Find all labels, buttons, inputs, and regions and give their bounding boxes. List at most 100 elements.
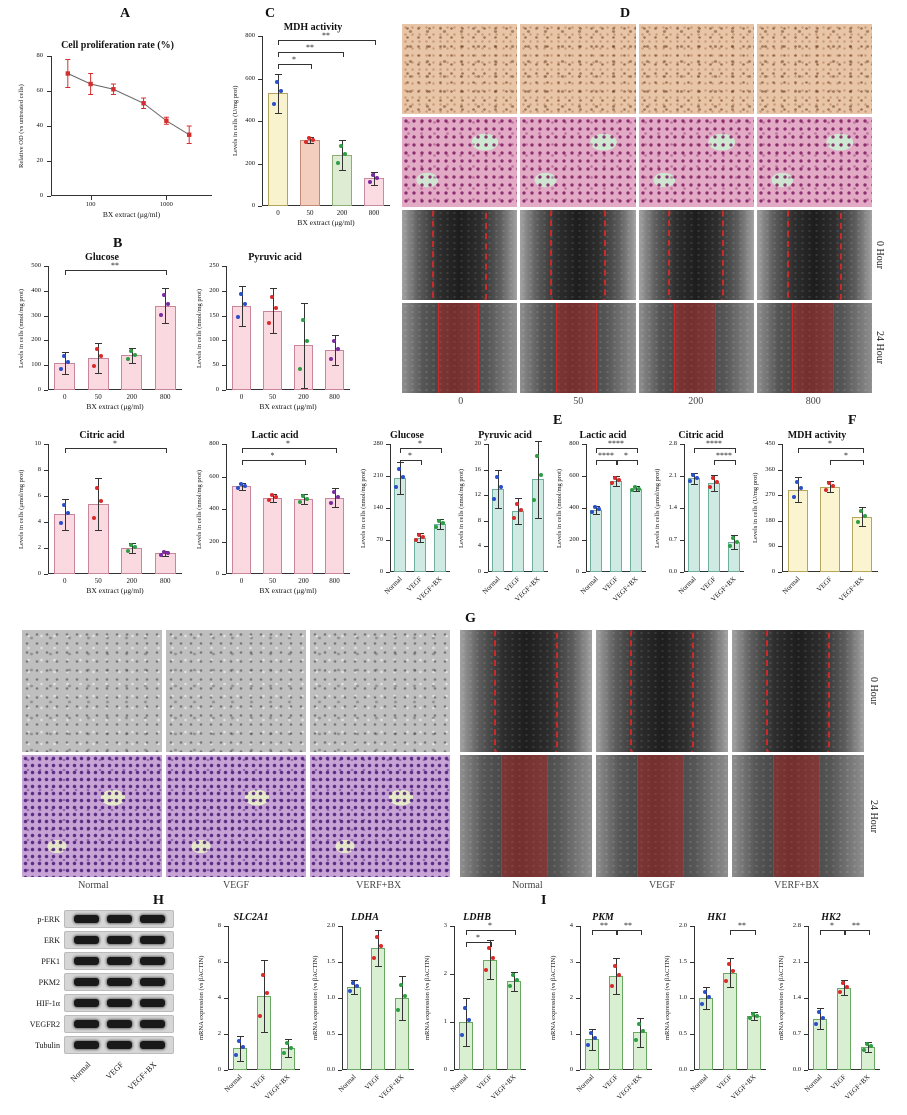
data-dot bbox=[237, 1038, 241, 1043]
y-tick bbox=[778, 495, 782, 497]
chart-pyruvic-acid-vegf: Pyruvic acid 0 4 8 12 16 20 Levels in cells (nm… bbox=[458, 430, 552, 612]
error-cap bbox=[727, 987, 734, 989]
error-cap bbox=[238, 285, 246, 287]
sig-label: * bbox=[418, 439, 422, 448]
error-cap bbox=[589, 1028, 596, 1030]
y-tick-label: 0 bbox=[39, 192, 43, 199]
error-cap bbox=[463, 1046, 470, 1047]
error-cap bbox=[238, 489, 246, 491]
error-cap bbox=[437, 529, 444, 531]
western-blot-strip bbox=[64, 952, 174, 970]
data-dot bbox=[282, 1051, 286, 1056]
data-dot bbox=[613, 963, 617, 968]
y-tick bbox=[47, 91, 51, 92]
data-dot bbox=[297, 499, 302, 504]
y-tick-label: 6 bbox=[217, 958, 221, 965]
error-cap bbox=[841, 995, 848, 997]
micrograph-scratch-24h-bx bbox=[638, 303, 754, 393]
y-tick-label: 3 bbox=[569, 958, 573, 965]
panel-label-g: G bbox=[465, 611, 476, 626]
y-tick bbox=[222, 290, 226, 292]
sig-label: * bbox=[292, 55, 296, 64]
bar bbox=[332, 155, 352, 206]
x-tick-label: 800 bbox=[329, 577, 340, 585]
y-tick-label: 8 bbox=[37, 466, 41, 473]
y-tick bbox=[680, 540, 684, 541]
sig-label: **** bbox=[598, 451, 614, 460]
error-cap bbox=[128, 347, 136, 349]
error-cap bbox=[613, 485, 620, 487]
data-dot bbox=[593, 1036, 597, 1041]
y-tick-label: 2 bbox=[569, 994, 573, 1001]
y-tick bbox=[778, 469, 782, 471]
sig-label: * bbox=[488, 921, 492, 930]
sig-bracket bbox=[278, 52, 344, 57]
bar bbox=[589, 509, 603, 572]
y-tick-label: 0.7 bbox=[792, 1030, 801, 1037]
y-tick-label: 400 bbox=[569, 504, 579, 511]
chart-mdh-activity-vegf: MDH activity 0 90 180 270 360 450 Levels in cel… bbox=[752, 430, 882, 612]
error-cap bbox=[375, 965, 382, 967]
data-dot bbox=[821, 1015, 825, 1020]
y-axis-label: mRNA expression (vs βACTIN) bbox=[778, 955, 785, 1041]
y-tick-label: 0 bbox=[215, 570, 219, 577]
micrograph-tube-formation-bx bbox=[756, 24, 872, 114]
y-tick bbox=[484, 520, 488, 522]
data-dot bbox=[58, 520, 63, 525]
y-tick-label: 600 bbox=[245, 74, 255, 82]
y-tick bbox=[224, 926, 228, 927]
y-tick-label: 0 bbox=[251, 202, 255, 209]
row-label-0-hour: 0 Hour bbox=[868, 676, 879, 706]
sig-label: ** bbox=[852, 921, 860, 930]
y-axis-label: mRNA expression (vs βACTIN) bbox=[664, 955, 671, 1041]
chart-title: MDH activity bbox=[787, 430, 847, 441]
y-tick bbox=[778, 546, 782, 548]
y-tick-label: 6 bbox=[37, 492, 41, 499]
data-dot bbox=[269, 295, 274, 300]
error-cap bbox=[261, 1032, 268, 1034]
data-dot bbox=[166, 550, 171, 555]
error-cap bbox=[399, 1019, 406, 1021]
error-cap bbox=[269, 288, 277, 290]
bar bbox=[231, 486, 252, 574]
plot-area bbox=[226, 444, 350, 574]
y-tick bbox=[222, 365, 226, 367]
data-dot bbox=[495, 475, 499, 480]
micrograph-scratch-0h-bx bbox=[402, 210, 518, 300]
data-dot bbox=[61, 502, 66, 507]
y-axis-label: mRNA expression (vs βACTIN) bbox=[424, 955, 431, 1041]
error-cap bbox=[613, 994, 620, 996]
y-tick-label: 400 bbox=[31, 286, 41, 294]
y-axis-label: Levels in cells (nmol/mg prot) bbox=[360, 468, 367, 548]
data-dot bbox=[328, 500, 333, 505]
x-tick-label: 100 bbox=[85, 201, 96, 208]
data-dot bbox=[707, 994, 711, 999]
error-cap bbox=[269, 332, 277, 334]
chart-title: LDHB bbox=[463, 912, 491, 923]
x-tick-label: 1000 bbox=[159, 201, 173, 208]
data-dot bbox=[814, 1022, 818, 1027]
data-dot bbox=[285, 1041, 289, 1045]
sig-bracket bbox=[241, 448, 337, 453]
data-dot bbox=[700, 1001, 704, 1006]
error-cap bbox=[300, 504, 308, 506]
y-axis-label: Levels in cells (μmol/mg prot) bbox=[654, 468, 661, 548]
y-tick-label: 2 bbox=[37, 544, 41, 551]
y-tick-label: 1.4 bbox=[668, 504, 677, 511]
y-tick bbox=[222, 340, 226, 342]
y-tick-label: 600 bbox=[209, 472, 219, 480]
bar bbox=[482, 959, 498, 1070]
y-tick-label: 12 bbox=[474, 491, 482, 499]
data-dot bbox=[597, 507, 601, 512]
error-cap bbox=[487, 940, 494, 942]
y-tick-label: 0 bbox=[215, 386, 219, 393]
sig-bracket bbox=[596, 448, 638, 453]
micrograph-scratch-24h-vegf bbox=[596, 755, 728, 877]
chart-glucose-bx: Glucose 0 100 200 300 400 500 Levels in cells (… bbox=[18, 252, 186, 424]
y-tick bbox=[690, 1070, 694, 1071]
y-tick bbox=[576, 998, 580, 999]
y-tick-label: 300 bbox=[31, 311, 41, 319]
x-axis-label: BX extract (μg/ml) bbox=[86, 586, 144, 595]
error-cap bbox=[711, 474, 718, 476]
chart-title: Citric acid bbox=[678, 430, 724, 441]
